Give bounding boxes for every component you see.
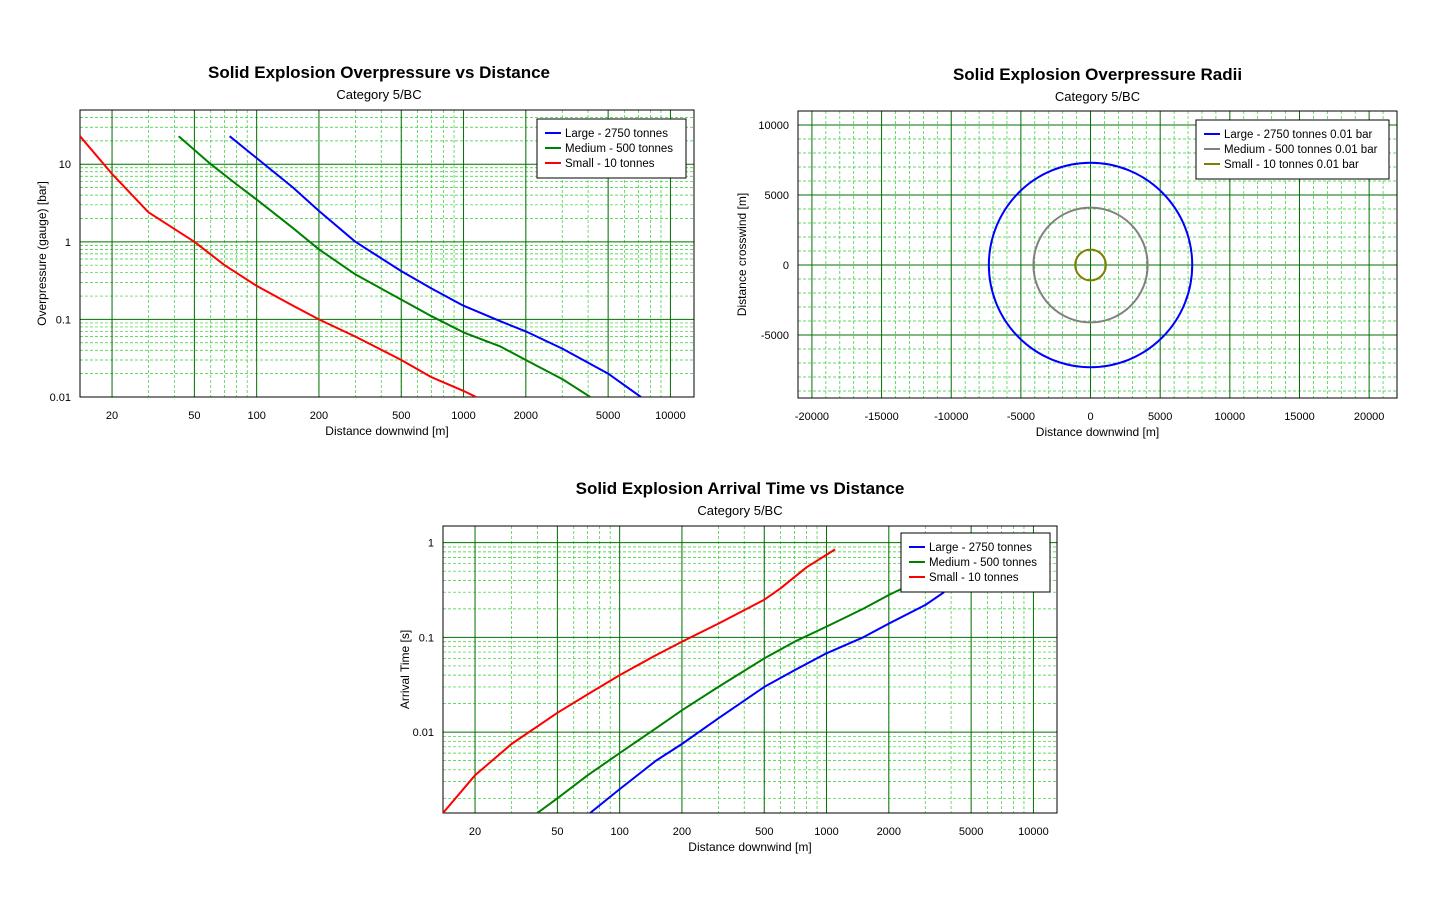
series-line-2	[443, 548, 836, 813]
x-tick-label: 1000	[814, 826, 838, 838]
y-tick-label: 1	[65, 237, 71, 249]
plot-svg: 20 50 100 200 500 1000 2000 5000 10000 0.01 0.1 1 Di…	[398, 525, 1058, 854]
chart-title: Solid Explosion Arrival Time vs Distance	[575, 479, 905, 498]
x-tick-label: 500	[755, 826, 773, 838]
x-tick-label: 100	[247, 410, 265, 422]
x-tick-label: 20000	[1354, 411, 1385, 423]
plot-frame	[79, 109, 695, 398]
y-tick-label: 0.1	[56, 314, 71, 326]
x-tick-label: 10000	[655, 410, 686, 422]
chart-title: Solid Explosion Overpressure vs Distance	[207, 63, 551, 82]
legend: Large - 2750 tonnes Medium - 500 tonnes Sm…	[536, 118, 687, 179]
series-line-1	[536, 586, 906, 813]
arrival-time-vs-distance-chart: Solid Explosion Arrival Time vs Distance…	[380, 455, 1100, 900]
chart-subtitle: Category 5/BC	[336, 87, 422, 102]
plot-frame	[797, 110, 1398, 399]
legend-label: Medium - 500 tonnes	[929, 557, 1037, 569]
x-tick-label: 200	[310, 410, 328, 422]
chart-subtitle: Category 5/BC	[697, 503, 783, 518]
x-axis-label: Distance downwind [m]	[325, 424, 448, 438]
y-tick-label: 0	[783, 260, 789, 272]
x-tick-label: 5000	[1148, 411, 1172, 423]
series-line-1	[178, 135, 591, 397]
series-circle-1	[1032, 206, 1149, 324]
y-tick-label: 0.01	[50, 392, 71, 404]
legend-label: Small - 10 tonnes	[929, 572, 1019, 584]
legend-label: Medium - 500 tonnes 0.01 bar	[1224, 144, 1378, 156]
legend-box	[536, 118, 687, 179]
x-tick-label: 5000	[596, 410, 620, 422]
series-circle-0	[987, 161, 1194, 369]
legend-label: Large - 2750 tonnes 0.01 bar	[1224, 129, 1373, 141]
plot-svg: 20 50 100 200 500 1000 2000 5000 10000 0.01 0.1 1 10…	[35, 109, 695, 438]
series-line-0	[228, 135, 642, 397]
overpressure-vs-distance-chart: Solid Explosion Overpressure vs Distance…	[0, 0, 720, 450]
x-tick-label: 10000	[1018, 826, 1049, 838]
x-tick-label: 50	[188, 410, 200, 422]
legend-label: Medium - 500 tonnes	[565, 143, 673, 155]
series-line-0	[589, 591, 945, 813]
x-axis-label: Distance downwind [m]	[1036, 425, 1159, 439]
y-tick-label: 1	[428, 538, 434, 550]
legend: Large - 2750 tonnes Medium - 500 tonnes Sm…	[900, 532, 1051, 593]
x-tick-label: -10000	[934, 411, 968, 423]
x-tick-label: 100	[610, 826, 628, 838]
x-tick-label: 500	[392, 410, 410, 422]
x-tick-label: -20000	[795, 411, 829, 423]
x-axis-label: Distance downwind [m]	[688, 840, 811, 854]
legend-label: Large - 2750 tonnes	[565, 128, 668, 140]
chart-subtitle: Category 5/BC	[1054, 89, 1141, 104]
plot-frame	[442, 525, 1058, 814]
y-tick-label: -5000	[761, 330, 789, 342]
y-tick-label: 0.1	[419, 632, 434, 644]
legend-label: Large - 2750 tonnes	[929, 542, 1032, 554]
x-tick-label: 2000	[877, 826, 901, 838]
x-tick-label: 5000	[959, 826, 983, 838]
series-circle-2	[1074, 248, 1107, 282]
x-tick-label: 20	[106, 410, 118, 422]
y-tick-label: 10000	[758, 120, 789, 132]
y-axis-label: Overpressure (gauge) [bar]	[35, 181, 49, 326]
x-tick-label: 20	[469, 826, 481, 838]
y-tick-label: 10	[59, 159, 71, 171]
legend: Large - 2750 tonnes 0.01 bar Medium - 500…	[1195, 119, 1390, 180]
x-tick-label: -15000	[864, 411, 898, 423]
x-tick-label: 10000	[1215, 411, 1246, 423]
legend-box	[900, 532, 1051, 593]
legend-label: Small - 10 tonnes 0.01 bar	[1224, 159, 1359, 171]
x-tick-label: 1000	[451, 410, 475, 422]
y-tick-label: 5000	[765, 190, 789, 202]
chart-title: Solid Explosion Overpressure Radii	[952, 65, 1243, 84]
y-tick-label: 0.01	[413, 727, 434, 739]
x-tick-label: 50	[551, 826, 563, 838]
x-tick-label: 200	[673, 826, 691, 838]
x-tick-label: 2000	[514, 410, 538, 422]
x-tick-label: 0	[1087, 411, 1093, 423]
legend-label: Small - 10 tonnes	[565, 158, 655, 170]
plot-svg: -20000 -15000 -10000 -5000 0 5000 10000 15000 20…	[735, 110, 1398, 439]
legend-box	[1195, 119, 1390, 180]
y-axis-label: Distance crosswind [m]	[735, 193, 749, 316]
y-axis-label: Arrival Time [s]	[398, 630, 412, 709]
x-tick-label: 15000	[1284, 411, 1315, 423]
series-line-2	[80, 135, 477, 397]
overpressure-radii-chart: Solid Explosion Overpressure Radii Categ…	[725, 0, 1450, 450]
x-tick-label: -5000	[1007, 411, 1035, 423]
